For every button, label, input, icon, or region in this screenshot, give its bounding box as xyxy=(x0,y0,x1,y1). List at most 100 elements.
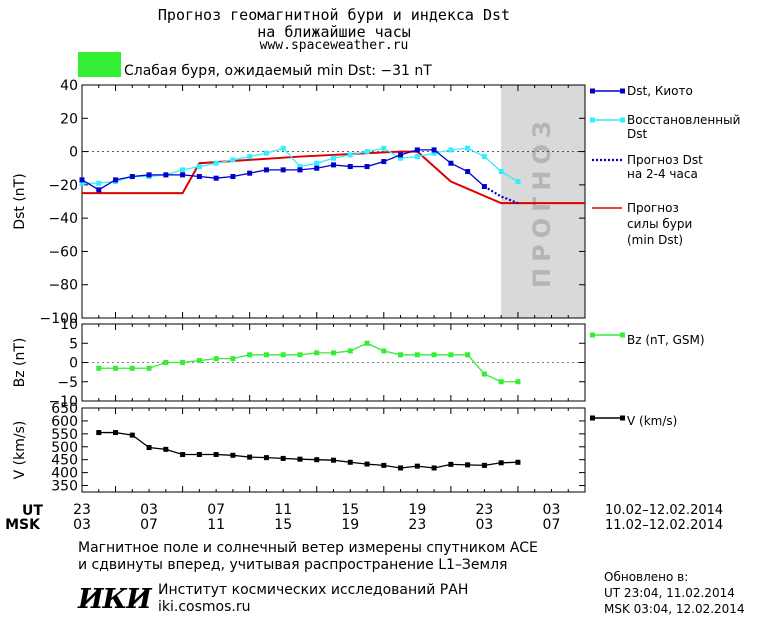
v-series-0-point xyxy=(96,430,102,436)
dst-ytick-label: 0 xyxy=(69,145,78,161)
site-url[interactable]: www.spaceweather.ru xyxy=(259,38,409,53)
msk-axis-label: MSK xyxy=(5,517,41,533)
ut-tick-label: 23 xyxy=(73,502,91,518)
bz-series-0-point xyxy=(498,379,504,385)
iki-logo: ИКИ xyxy=(78,584,152,615)
storm-level-text: Слабая буря, ожидаемый min Dst: −31 nT xyxy=(124,63,432,79)
dst-series-1-point xyxy=(280,145,286,151)
legend-bz-marker xyxy=(620,332,625,338)
bz-series-0-point xyxy=(113,365,119,371)
bz-series-0-point xyxy=(180,360,186,365)
dst-series-1-point xyxy=(414,154,420,160)
bz-series-0-point xyxy=(213,356,219,362)
bz-series-0-point xyxy=(398,352,404,358)
v-series-0-point xyxy=(465,462,471,468)
dst-series-3-line xyxy=(82,150,585,205)
dst-series-0-point xyxy=(431,147,437,153)
chart-title: Прогноз геомагнитной бури и индекса Dst xyxy=(157,6,511,24)
ut-tick-label: 03 xyxy=(543,502,561,518)
dst-ytick-label: −80 xyxy=(48,278,78,294)
dst-series-0-point xyxy=(196,174,202,180)
dst-series-1-point xyxy=(448,147,454,153)
ut-tick-label: 15 xyxy=(341,502,359,518)
dst-series-0-point xyxy=(465,169,471,175)
legend-dst-restored-marker xyxy=(590,117,595,123)
v-series-0-point xyxy=(230,452,236,458)
dst-series-1-point xyxy=(213,160,219,166)
v-series-0-point xyxy=(247,454,253,460)
legend-bz-marker xyxy=(590,332,595,338)
dst-series-1-point xyxy=(347,152,353,158)
legend-v-label: V (km/s) xyxy=(627,414,677,428)
dst-series-1-point xyxy=(314,160,320,166)
chart-subtitle: на ближайшие часы xyxy=(257,23,411,41)
v-series-0-point xyxy=(180,452,186,458)
dst-series-1-point xyxy=(465,145,471,151)
dst-series-1-point xyxy=(180,167,186,173)
forecast-band xyxy=(501,85,585,318)
v-series-0-point xyxy=(146,445,152,451)
v-series-0-point xyxy=(347,459,353,465)
v-ytick-label: 600 xyxy=(51,414,78,430)
msk-date-range: 11.02–12.02.2014 xyxy=(605,518,723,533)
dst-series-0-point xyxy=(263,167,269,173)
bz-series-0-point xyxy=(196,358,202,364)
v-series-0-point xyxy=(280,455,286,461)
v-frame xyxy=(81,407,586,493)
institute-site[interactable]: iki.cosmos.ru xyxy=(158,599,251,615)
v-ytick-label: 650 xyxy=(51,401,78,417)
msk-tick-label: 23 xyxy=(408,517,426,533)
dst-series-1-point xyxy=(247,154,253,160)
updated-label: Обновлено в: xyxy=(604,570,689,584)
storm-level-swatch xyxy=(78,52,121,77)
dst-series-0-point xyxy=(331,162,336,168)
legend-v-marker xyxy=(620,415,625,421)
institute-name: Институт космических исследований РАН xyxy=(158,582,469,598)
ut-tick-label: 07 xyxy=(207,502,225,518)
bz-series-0-point xyxy=(481,371,487,377)
dst-series-0-point xyxy=(381,159,387,165)
legend-dst-restored-label2: Dst xyxy=(627,127,647,141)
msk-tick-label: 03 xyxy=(73,517,91,533)
bz-series-0-point xyxy=(331,350,336,356)
ut-date-range: 10.02–12.02.2014 xyxy=(605,503,723,518)
bz-series-0-point xyxy=(247,352,253,358)
bz-series-0-line xyxy=(98,342,518,383)
dst-series-0-point xyxy=(163,172,169,178)
bz-ytick-label: 10 xyxy=(60,317,78,333)
bz-series-0-point xyxy=(431,352,437,358)
dst-ytick-label: 20 xyxy=(60,111,78,127)
dst-series-1-point xyxy=(297,164,303,170)
msk-tick-label: 19 xyxy=(341,517,359,533)
bz-series-0-point xyxy=(230,356,236,362)
ut-tick-label: 19 xyxy=(408,502,426,518)
dst-series-0-point xyxy=(230,174,236,180)
footer-note-line2: и сдвинуты вперед, учитывая распростране… xyxy=(78,557,508,573)
bz-ylabel: Bz (nT) xyxy=(12,338,28,388)
msk-tick-label: 11 xyxy=(207,517,225,533)
ut-tick-label: 03 xyxy=(140,502,158,518)
ut-tick-label: 23 xyxy=(475,502,493,518)
v-ytick-label: 550 xyxy=(51,427,78,443)
footer-note-line1: Магнитное поле и солнечный ветер измерен… xyxy=(78,540,538,556)
dst-series-1-point xyxy=(196,164,202,170)
v-series-0-point xyxy=(331,457,336,463)
dst-series-0-point xyxy=(180,172,186,178)
v-series-0-point xyxy=(414,463,420,469)
v-series-0-point xyxy=(431,465,437,471)
dst-series-1-point xyxy=(331,155,336,161)
updated-ut: UT 23:04, 11.02.2014 xyxy=(604,586,735,600)
updated-msk: MSK 03:04, 12.02.2014 xyxy=(604,602,745,616)
dst-series-0-point xyxy=(364,164,370,170)
v-series-0-point xyxy=(297,456,303,462)
v-ylabel: V (km/s) xyxy=(12,421,28,480)
dst-series-1-point xyxy=(230,157,236,163)
legend-storm-forecast-label2: силы бури xyxy=(627,217,692,231)
msk-tick-label: 07 xyxy=(140,517,158,533)
v-series-0-point xyxy=(498,460,504,466)
legend-v-marker xyxy=(590,415,595,421)
v-series-0-line xyxy=(98,431,518,469)
dst-series-1-point xyxy=(515,179,521,185)
bz-series-0-point xyxy=(347,348,353,354)
